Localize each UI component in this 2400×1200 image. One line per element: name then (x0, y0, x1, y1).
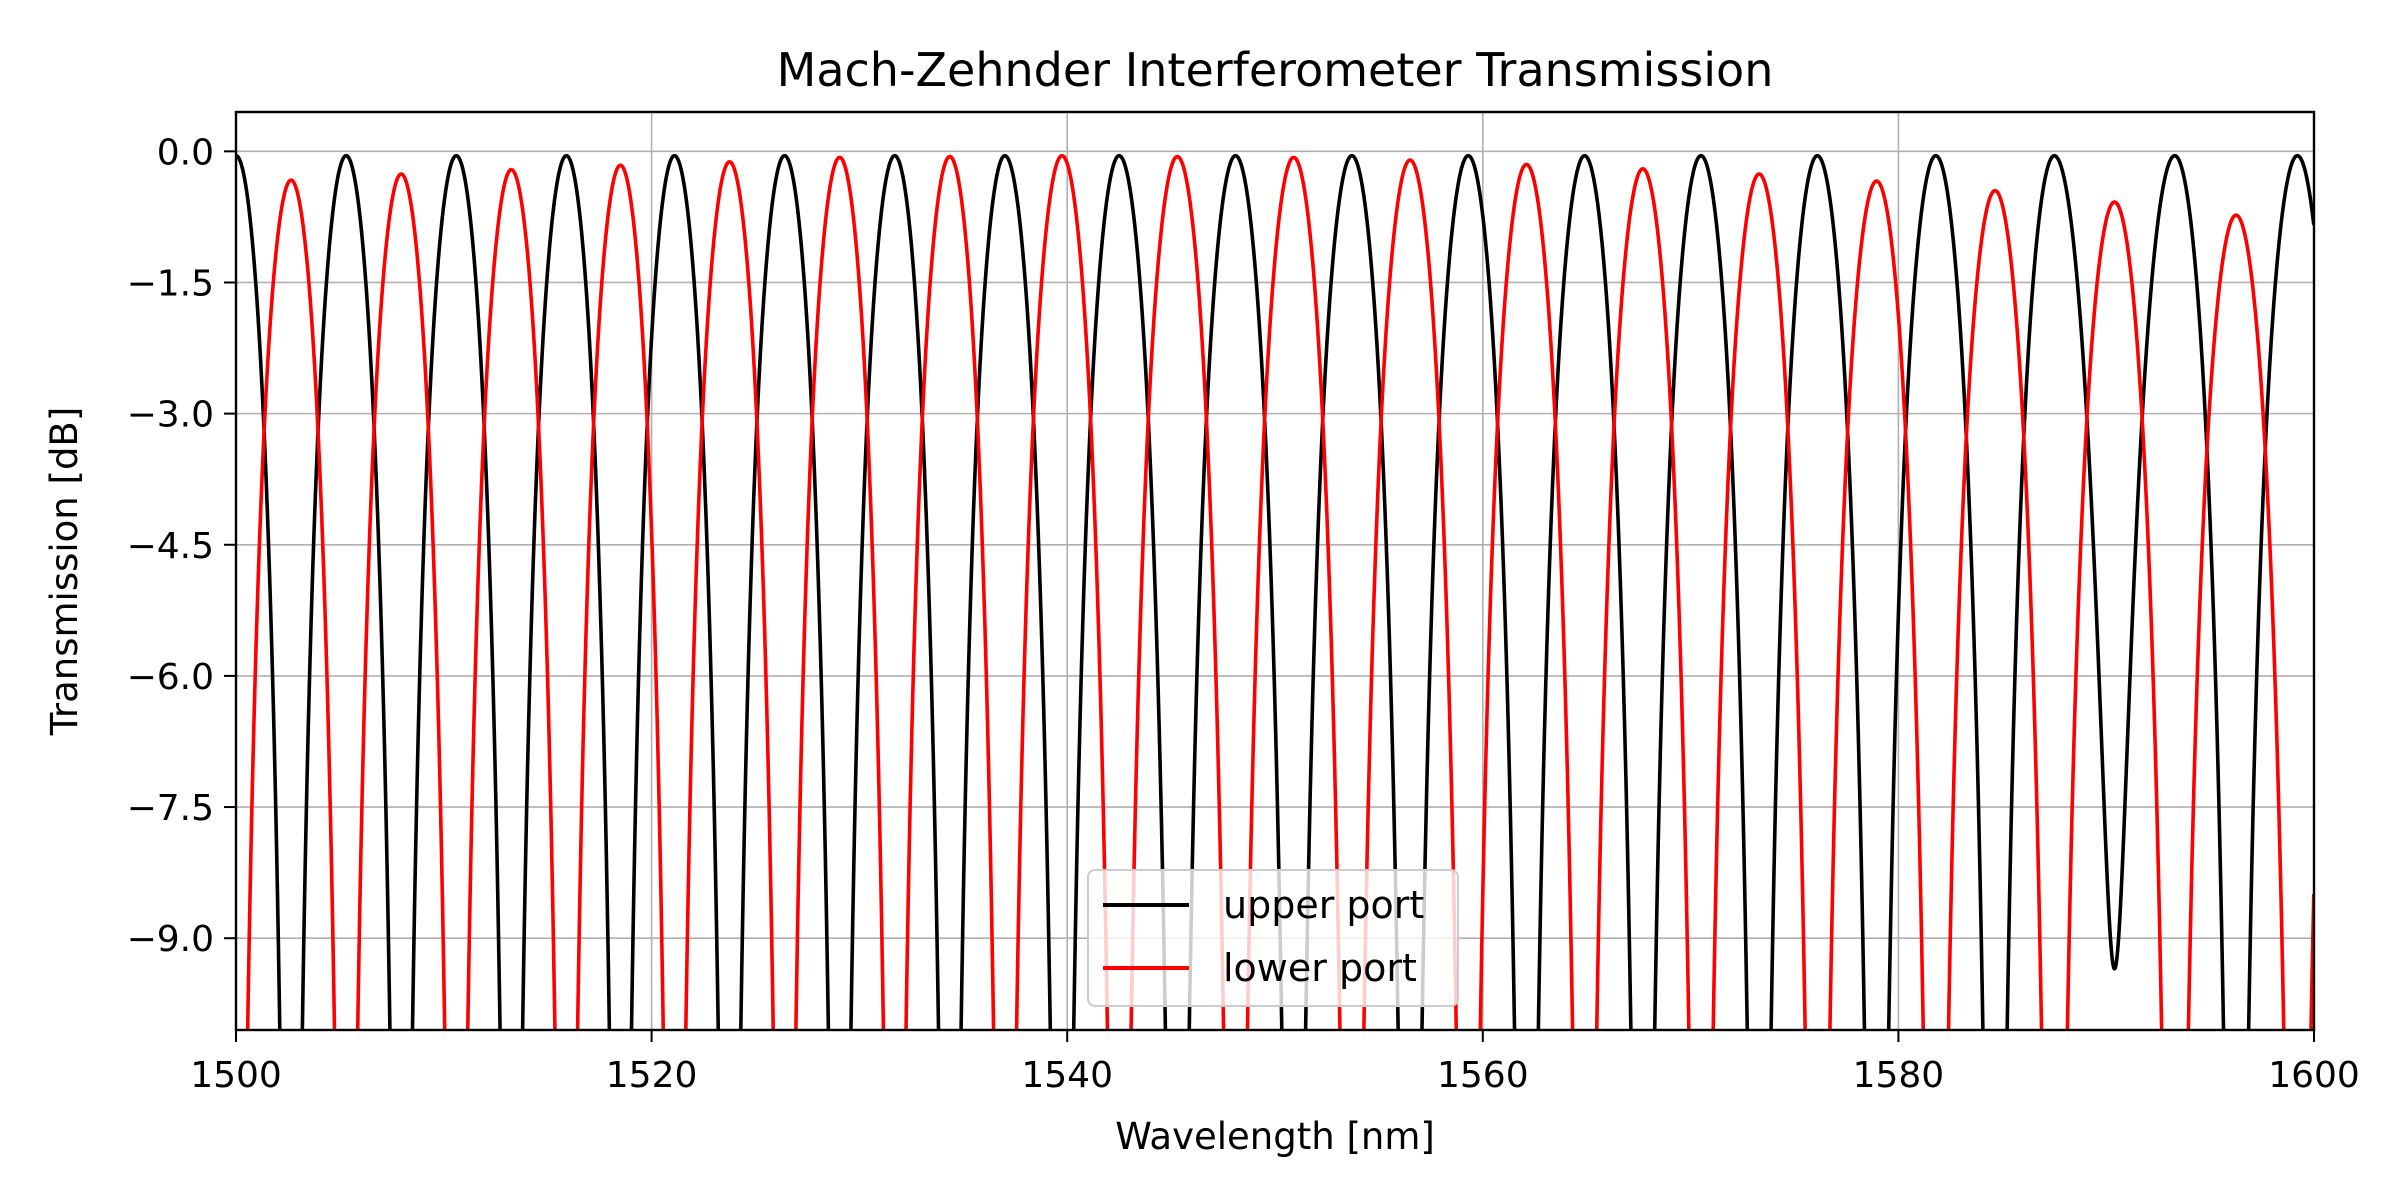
legend-label-lower-port: lower port (1223, 946, 1417, 990)
y-tick-label: −6.0 (127, 657, 214, 698)
x-axis: 1500 1520 1540 1560 1580 1600 (190, 1030, 2360, 1096)
y-axis-label: Transmission [dB] (43, 407, 86, 737)
x-tick-label: 1540 (1021, 1055, 1113, 1096)
y-axis: 0.0 −1.5 −3.0 −4.5 −6.0 −7.5 −9.0 (127, 132, 236, 960)
y-tick-label: −4.5 (127, 526, 214, 567)
x-tick-label: 1560 (1437, 1055, 1529, 1096)
legend-label-upper-port: upper port (1223, 883, 1424, 927)
x-axis-label: Wavelength [nm] (1115, 1115, 1435, 1158)
y-tick-label: −3.0 (127, 395, 214, 436)
x-tick-label: 1600 (2268, 1055, 2360, 1096)
data-series (236, 153, 2314, 1030)
x-tick-label: 1580 (1853, 1055, 1945, 1096)
x-tick-label: 1500 (190, 1055, 282, 1096)
y-tick-label: −9.0 (127, 919, 214, 960)
series-line-lower-port (245, 153, 2314, 1030)
y-tick-label: 0.0 (157, 132, 214, 173)
series-line-upper-port (236, 153, 2314, 1030)
y-tick-label: −7.5 (127, 788, 214, 829)
x-tick-label: 1520 (606, 1055, 698, 1096)
y-tick-label: −1.5 (127, 263, 214, 304)
chart-title: Mach-Zehnder Interferometer Transmission (777, 43, 1774, 97)
legend: upper port lower port (1087, 869, 1459, 1007)
plot-area (234, 110, 2316, 1032)
plot-frame (234, 110, 2316, 1032)
